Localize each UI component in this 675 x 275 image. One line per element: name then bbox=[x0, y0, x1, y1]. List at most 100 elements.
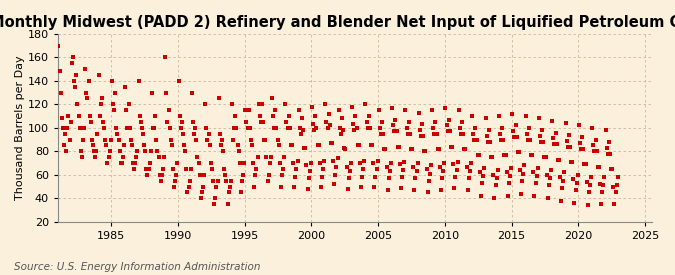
Y-axis label: Thousand Barrels per Day: Thousand Barrels per Day bbox=[15, 56, 25, 200]
Point bbox=[543, 196, 554, 200]
Point bbox=[426, 163, 437, 167]
Point bbox=[483, 140, 493, 144]
Point bbox=[435, 188, 446, 192]
Point bbox=[531, 174, 542, 178]
Point bbox=[605, 167, 616, 171]
Point bbox=[425, 171, 435, 176]
Point bbox=[379, 147, 389, 151]
Point bbox=[579, 162, 590, 166]
Point bbox=[524, 126, 535, 130]
Point bbox=[502, 194, 513, 198]
Point bbox=[306, 161, 317, 165]
Point bbox=[350, 114, 361, 118]
Point bbox=[593, 164, 603, 169]
Point bbox=[375, 131, 386, 136]
Point bbox=[397, 175, 408, 179]
Point bbox=[72, 102, 83, 106]
Point bbox=[492, 168, 503, 172]
Point bbox=[93, 73, 104, 77]
Point bbox=[236, 190, 246, 195]
Text: Source: U.S. Energy Information Administration: Source: U.S. Energy Information Administ… bbox=[14, 262, 260, 272]
Point bbox=[293, 108, 304, 112]
Point bbox=[300, 145, 310, 150]
Point bbox=[440, 106, 451, 110]
Point bbox=[119, 143, 130, 148]
Point bbox=[533, 166, 543, 170]
Point bbox=[576, 147, 587, 151]
Point bbox=[404, 131, 415, 136]
Point bbox=[88, 149, 99, 153]
Point bbox=[173, 79, 184, 83]
Point bbox=[279, 155, 290, 160]
Point bbox=[432, 147, 443, 151]
Point bbox=[126, 143, 137, 148]
Point bbox=[192, 155, 203, 160]
Point bbox=[380, 147, 391, 151]
Point bbox=[570, 188, 581, 192]
Point bbox=[280, 102, 291, 106]
Point bbox=[146, 90, 157, 95]
Point bbox=[535, 134, 545, 138]
Point bbox=[370, 175, 381, 179]
Point bbox=[76, 155, 87, 160]
Point bbox=[294, 126, 305, 130]
Point bbox=[562, 144, 573, 149]
Point bbox=[406, 147, 416, 151]
Point bbox=[241, 120, 252, 124]
Point bbox=[554, 157, 564, 162]
Point bbox=[319, 158, 329, 163]
Point bbox=[213, 96, 224, 101]
Point bbox=[524, 138, 535, 142]
Point bbox=[412, 161, 423, 165]
Point bbox=[414, 128, 425, 132]
Point bbox=[466, 161, 477, 165]
Point bbox=[460, 147, 471, 151]
Point bbox=[224, 184, 235, 189]
Point bbox=[499, 153, 510, 157]
Point bbox=[97, 96, 107, 101]
Point bbox=[71, 73, 82, 77]
Point bbox=[227, 138, 238, 142]
Point bbox=[110, 90, 121, 95]
Point bbox=[366, 143, 377, 148]
Point bbox=[483, 128, 494, 132]
Point bbox=[329, 182, 340, 186]
Point bbox=[381, 164, 392, 169]
Point bbox=[291, 167, 302, 171]
Point bbox=[439, 161, 450, 165]
Point bbox=[158, 167, 169, 171]
Point bbox=[79, 126, 90, 130]
Point bbox=[78, 138, 88, 142]
Point bbox=[457, 120, 468, 124]
Point bbox=[502, 170, 512, 175]
Point bbox=[382, 188, 393, 192]
Point bbox=[183, 184, 194, 189]
Point bbox=[296, 116, 307, 121]
Point bbox=[588, 143, 599, 148]
Point bbox=[70, 84, 80, 89]
Point bbox=[179, 143, 190, 148]
Point bbox=[74, 126, 85, 130]
Point bbox=[254, 114, 265, 118]
Point bbox=[167, 143, 178, 148]
Point bbox=[600, 128, 611, 132]
Point bbox=[607, 167, 618, 171]
Point bbox=[339, 145, 350, 150]
Point bbox=[220, 173, 231, 177]
Point bbox=[219, 167, 230, 171]
Point bbox=[509, 135, 520, 139]
Point bbox=[517, 178, 528, 183]
Point bbox=[61, 149, 72, 153]
Point bbox=[234, 161, 245, 165]
Point bbox=[596, 202, 607, 206]
Point bbox=[574, 123, 585, 128]
Point bbox=[423, 190, 433, 195]
Point bbox=[196, 190, 207, 195]
Point bbox=[172, 161, 183, 165]
Point bbox=[411, 169, 422, 174]
Point bbox=[545, 168, 556, 172]
Point bbox=[587, 126, 597, 130]
Point bbox=[198, 173, 209, 177]
Point bbox=[571, 181, 582, 185]
Point bbox=[586, 175, 597, 179]
